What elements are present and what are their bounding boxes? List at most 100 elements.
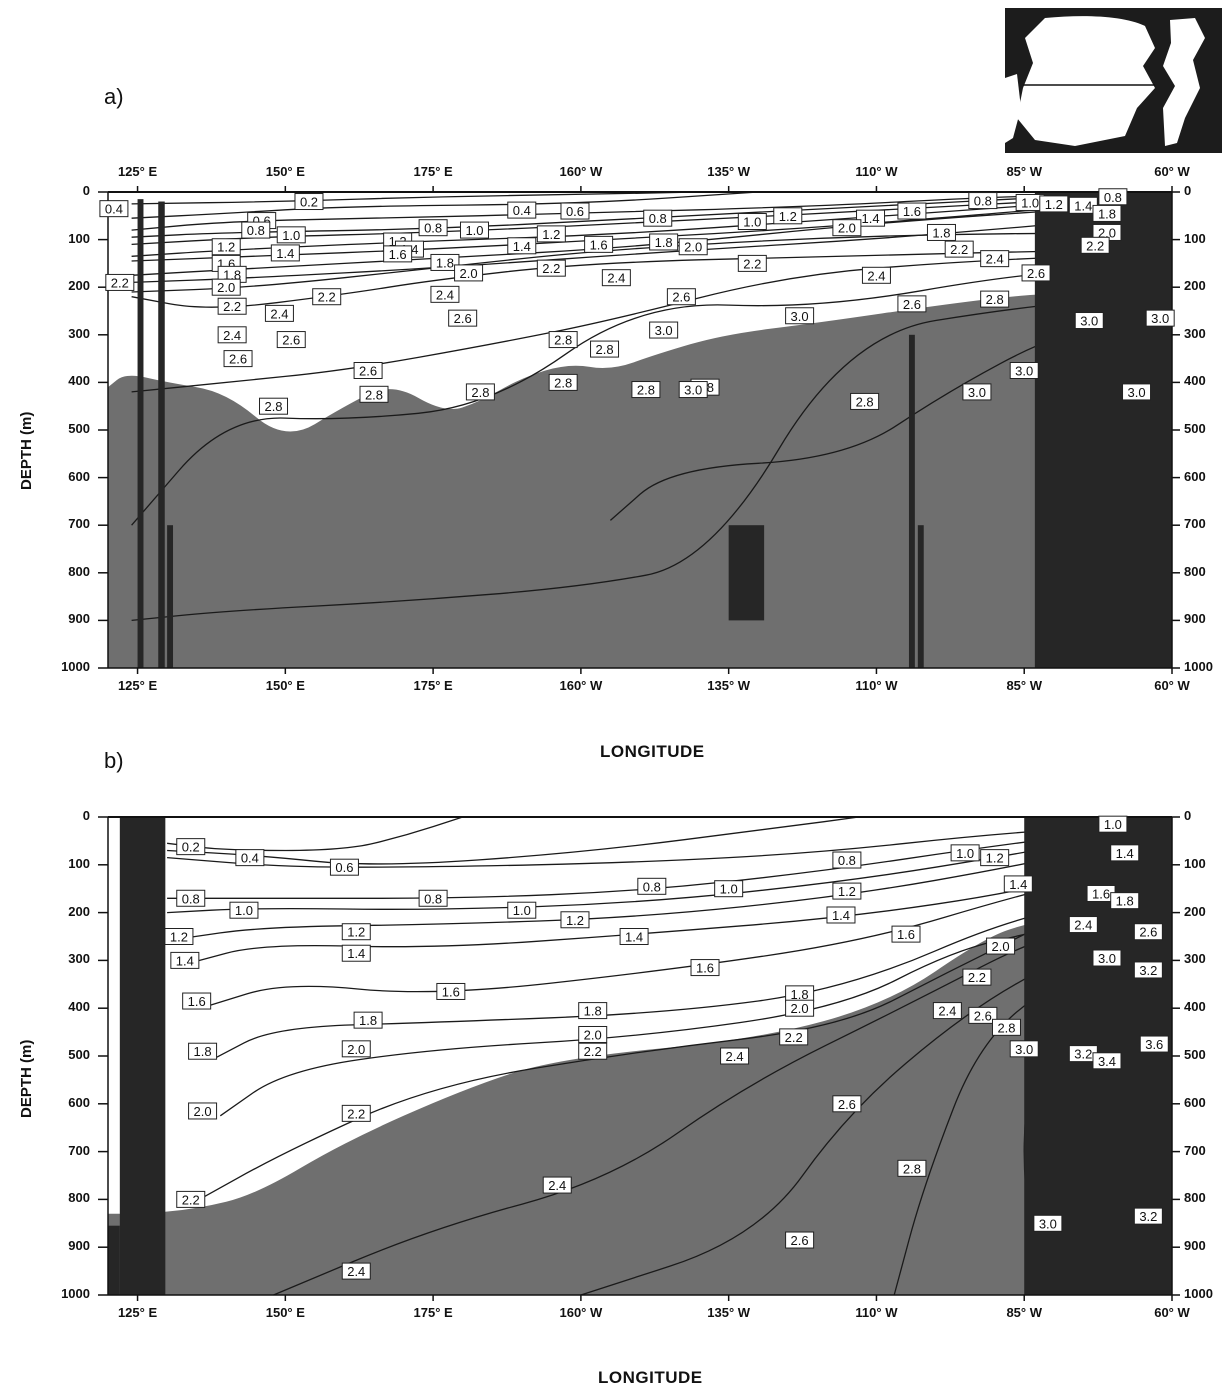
bottom-x-tick-a-7: 60° W — [1154, 678, 1190, 693]
contour-label-text-a-66: 2.8 — [856, 394, 874, 409]
contour-label-a-16: 1.2 — [536, 225, 566, 243]
contour-label-text-a-23: 1.4 — [1074, 198, 1092, 213]
left-y-tick-b-5: 500 — [68, 1047, 90, 1062]
contour-label-a-39: 2.2 — [217, 297, 247, 315]
contour-label-text-a-35: 2.0 — [684, 240, 702, 255]
contour-label-text-a-37: 2.0 — [1098, 225, 1116, 240]
top-x-tick-a-6: 85° W — [1006, 164, 1042, 179]
contour-label-a-58: 2.8 — [259, 397, 289, 415]
contour-label-a-49: 2.4 — [861, 266, 891, 284]
left-y-tick-b-8: 800 — [68, 1190, 90, 1206]
contour-label-text-a-39: 2.2 — [223, 299, 241, 314]
contour-label-text-a-73: 3.0 — [1080, 314, 1098, 329]
bottom-x-tick-a-0: 125° E — [117, 678, 158, 693]
shaded-region-a — [108, 294, 1172, 668]
contour-label-a-40: 2.2 — [312, 288, 342, 306]
bottom-x-tick-b-2: 175° E — [413, 1305, 453, 1320]
panel-b-x-title: LONGITUDE — [598, 1368, 703, 1387]
contour-label-text-a-59: 2.8 — [365, 387, 383, 402]
contour-label-text-a-1: 0.4 — [105, 202, 123, 217]
right-y-tick-a-4: 400 — [1184, 373, 1206, 389]
bottom-x-tick-a-1: 150° E — [265, 678, 305, 693]
contour-label-a-70: 3.0 — [678, 381, 708, 399]
contour-label-a-45: 2.4 — [264, 304, 294, 322]
left-y-tick-a-9: 900 — [68, 611, 90, 627]
bottom-x-tick-b-1: 150° E — [265, 1305, 305, 1320]
contour-label-text-a-58: 2.8 — [264, 399, 282, 414]
contour-label-text-a-10: 1.0 — [282, 228, 300, 243]
contour-label-a-5: 0.8 — [241, 221, 271, 239]
contour-label-text-a-57: 2.6 — [1027, 266, 1045, 281]
contour-a-0.6 — [131, 193, 1113, 231]
contour-label-text-a-40: 2.2 — [318, 290, 336, 305]
contour-label-a-0: 0.2 — [294, 193, 324, 211]
right-y-tick-b-2: 200 — [1184, 903, 1206, 919]
contour-label-text-a-21: 1.4 — [513, 239, 531, 254]
contour-a-2.6 — [131, 267, 1149, 526]
panel-a-label: a) — [104, 84, 124, 109]
right-y-tick-b-1: 100 — [1184, 855, 1206, 871]
world-map-inset — [1005, 8, 1222, 153]
bottom-x-tick-a-6: 85° W — [1006, 678, 1042, 693]
left-y-tick-b-10: 1000 — [61, 1286, 90, 1301]
contour-label-text-a-44: 2.2 — [1086, 238, 1104, 253]
top-x-tick-a-5: 110° W — [855, 164, 898, 179]
right-y-tick-a-0: 0 — [1184, 183, 1192, 198]
top-x-tick-a-0: 125° E — [117, 164, 158, 179]
right-y-tick-b-6: 600 — [1184, 1094, 1206, 1110]
contour-label-a-74: 3.0 — [1122, 383, 1152, 401]
contour-label-text-a-75: 3.0 — [1151, 311, 1169, 326]
contour-label-a-13: 1.0 — [1015, 193, 1045, 211]
contour-label-text-a-63: 2.8 — [554, 375, 572, 390]
contour-label-text-a-22: 1.4 — [861, 211, 879, 226]
contour-label-a-69: 3.0 — [785, 307, 815, 325]
contour-label-a-7: 0.8 — [643, 209, 673, 227]
contour-label-a-17: 1.2 — [773, 207, 803, 225]
left-y-tick-b-1: 100 — [68, 855, 90, 871]
contour-label-a-63: 2.8 — [548, 373, 578, 391]
contour-label-a-43: 2.2 — [944, 240, 974, 258]
contour-label-text-a-47: 2.4 — [436, 287, 454, 302]
bottom-x-tick-a-2: 175° E — [413, 678, 453, 693]
contour-label-text-a-18: 1.2 — [1045, 197, 1063, 212]
land-mask-a-4 — [908, 334, 915, 668]
contour-label-text-a-30: 1.8 — [655, 235, 673, 250]
contour-label-a-31: 1.8 — [926, 223, 956, 241]
left-y-tick-b-9: 900 — [68, 1238, 90, 1254]
contour-label-a-8: 0.8 — [968, 192, 998, 210]
contour-label-text-a-45: 2.4 — [270, 306, 288, 321]
land-mask-a-3 — [167, 525, 174, 668]
contour-label-text-a-51: 2.6 — [282, 333, 300, 348]
contour-label-a-51: 2.6 — [276, 331, 306, 349]
contour-label-text-a-53: 2.6 — [454, 311, 472, 326]
contour-label-text-a-31: 1.8 — [932, 225, 950, 240]
contour-label-text-a-25: 1.6 — [389, 247, 407, 262]
contour-label-a-46: 2.4 — [217, 326, 247, 344]
right-y-tick-b-4: 400 — [1184, 999, 1206, 1015]
contour-label-text-a-32: 1.8 — [1098, 206, 1116, 221]
right-y-tick-b-0: 0 — [1184, 808, 1192, 823]
contour-label-a-67: 2.8 — [980, 290, 1010, 308]
left-y-tick-a-2: 200 — [68, 278, 90, 294]
contour-label-a-38: 2.2 — [105, 273, 135, 291]
left-y-tick-b-3: 300 — [68, 951, 90, 967]
bottom-x-tick-b-6: 85° W — [1006, 1305, 1042, 1320]
contour-label-text-a-17: 1.2 — [779, 209, 797, 224]
panel-a-x-title: LONGITUDE — [600, 742, 705, 761]
contour-label-text-a-54: 2.6 — [359, 364, 377, 379]
contour-label-a-33: 2.0 — [211, 278, 241, 296]
contour-label-text-a-5: 0.8 — [247, 223, 265, 238]
contour-label-text-a-38: 2.2 — [111, 275, 129, 290]
contour-label-text-a-70: 3.0 — [684, 383, 702, 398]
contour-label-a-22: 1.4 — [856, 209, 886, 227]
contour-label-text-a-11: 1.0 — [465, 223, 483, 238]
contour-label-a-52: 2.6 — [223, 350, 253, 368]
top-x-tick-a-1: 150° E — [265, 164, 305, 179]
contour-label-text-a-41: 2.2 — [542, 261, 560, 276]
bottom-x-tick-a-5: 110° W — [855, 678, 898, 693]
contour-label-text-a-7: 0.8 — [649, 211, 667, 226]
contour-label-a-59: 2.8 — [359, 385, 389, 403]
contour-label-a-41: 2.2 — [536, 259, 566, 277]
contour-label-text-a-56: 2.6 — [903, 297, 921, 312]
